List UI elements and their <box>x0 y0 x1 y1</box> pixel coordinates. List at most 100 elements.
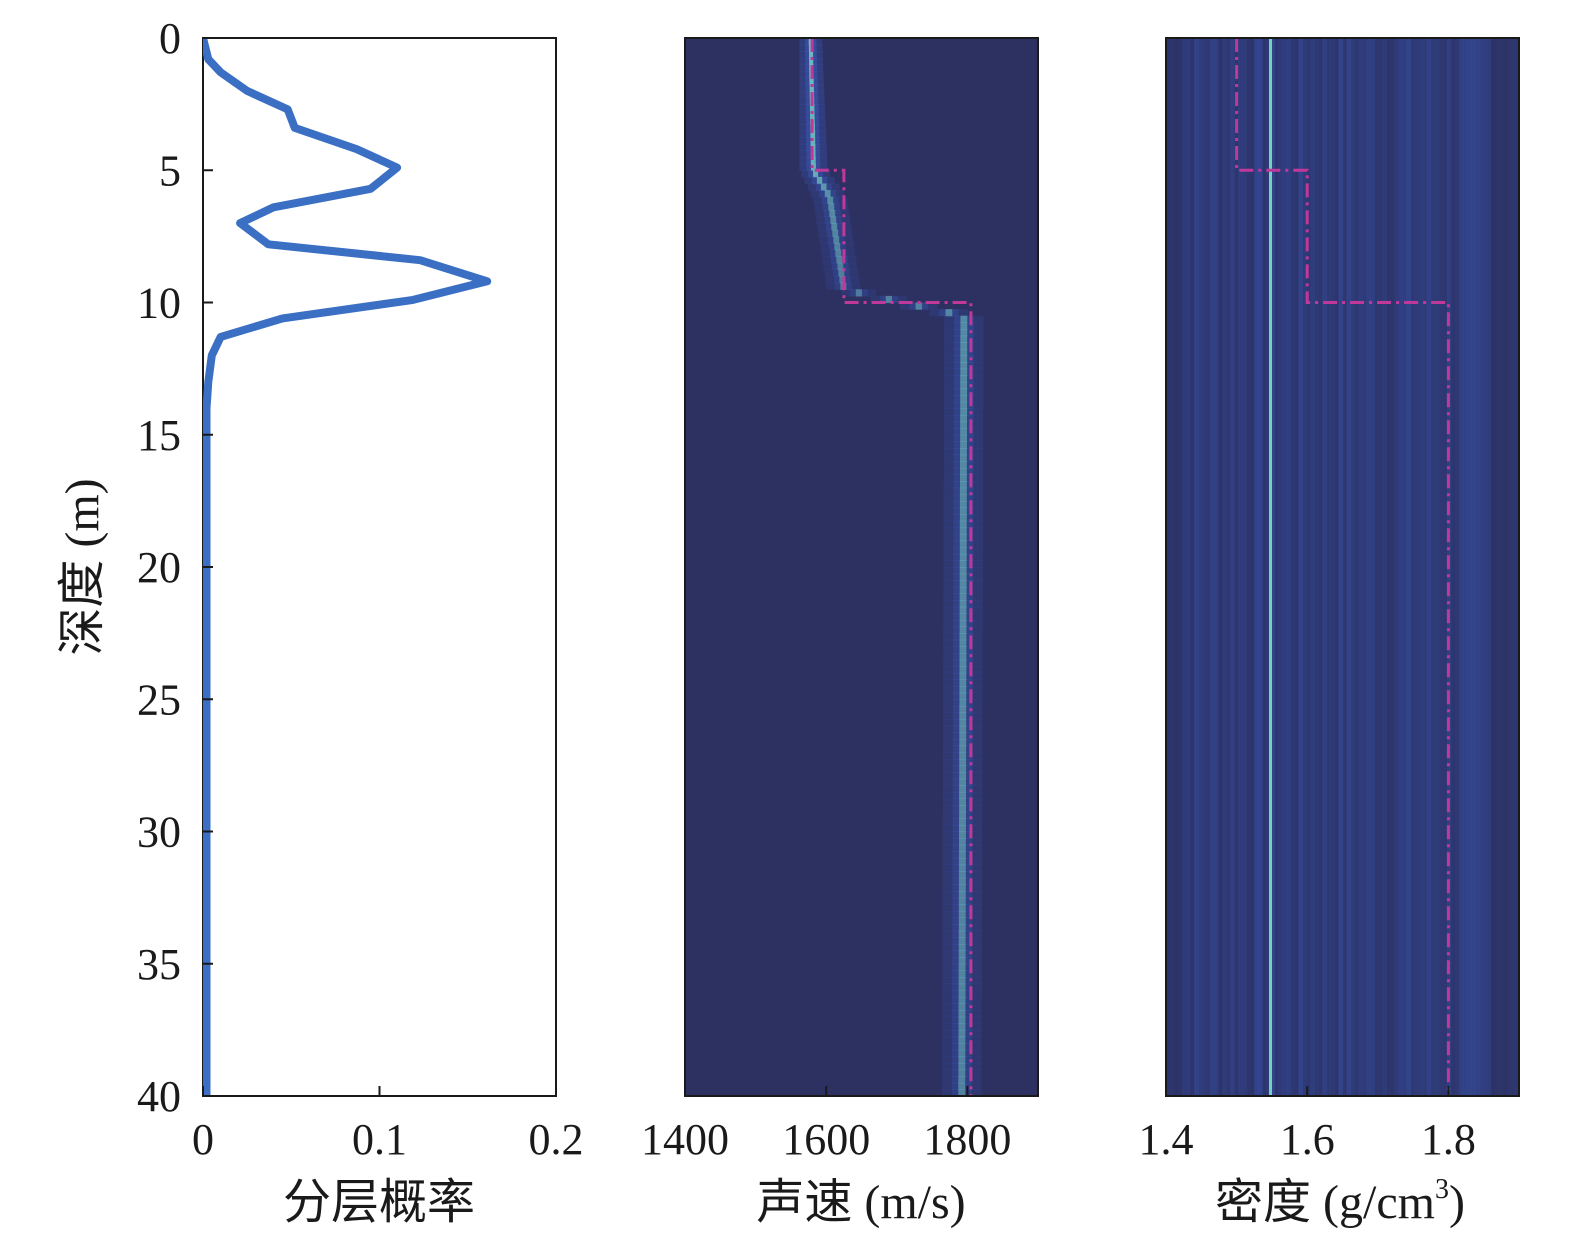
density-cell <box>832 229 839 237</box>
density-cell <box>822 256 857 264</box>
density-cell <box>942 1003 982 1011</box>
sound-speed-panel: 1400 1600 1800 声速 (m/s) <box>641 37 1039 1229</box>
density-cell <box>952 765 973 773</box>
density-cell <box>952 798 973 806</box>
density-cell <box>959 765 967 773</box>
density-cell <box>826 229 844 237</box>
density-cell <box>952 1003 972 1011</box>
y-tick-label: 20 <box>137 543 181 592</box>
x-tick-label: 1.8 <box>1421 1115 1476 1164</box>
density-stripe <box>1406 38 1412 1096</box>
density-cell <box>958 1049 966 1057</box>
density-cell <box>942 1029 982 1038</box>
density-cell <box>944 329 984 337</box>
density-cell <box>960 467 967 475</box>
density-cell <box>942 897 982 905</box>
density-cell <box>942 1062 982 1071</box>
density-cell <box>885 295 892 304</box>
density-cell <box>958 930 966 938</box>
density-cell <box>943 381 984 390</box>
density-cell <box>855 289 862 297</box>
density-cell <box>819 190 836 198</box>
density-cell <box>953 500 974 509</box>
density-cell <box>952 983 972 991</box>
y-tick-label: 10 <box>137 279 181 328</box>
density-stripe <box>1394 38 1399 1096</box>
density-cell <box>952 864 973 872</box>
density-cell <box>952 725 973 733</box>
density-stripe <box>1246 38 1251 1096</box>
density-cell <box>952 719 973 727</box>
density-cell <box>821 249 856 257</box>
density-cell <box>943 613 983 621</box>
density-cell <box>952 1016 972 1024</box>
density-cell <box>943 375 984 383</box>
sound-speed-axis-title: 声速 (m/s) <box>756 1176 965 1229</box>
density-stripe <box>1210 38 1215 1096</box>
density-cell <box>959 514 967 522</box>
probability-plot-area <box>203 38 492 1096</box>
density-cell <box>959 639 967 647</box>
density-cell <box>942 917 982 925</box>
density-cell <box>837 262 844 270</box>
density-cell <box>953 540 974 548</box>
y-tick-label: 5 <box>159 146 181 195</box>
density-cell <box>953 335 974 343</box>
density-cell <box>827 236 845 244</box>
density-cell <box>960 362 968 370</box>
density-cell <box>942 791 983 799</box>
density-cell <box>824 190 831 198</box>
density-cell <box>960 329 968 337</box>
density-cell <box>943 639 983 647</box>
density-cell <box>958 1029 966 1038</box>
x-tick-label: 1400 <box>641 1115 729 1164</box>
density-cell <box>835 249 842 257</box>
density-cell <box>960 315 968 323</box>
density-heatmap-stripes <box>1166 38 1519 1096</box>
density-stripe <box>1511 38 1516 1096</box>
density-cell <box>952 930 973 938</box>
density-cell <box>958 1003 966 1011</box>
density-stripe <box>1386 38 1391 1096</box>
density-cell <box>943 573 983 581</box>
density-cell <box>943 633 983 641</box>
density-cell <box>958 1062 966 1071</box>
density-cell <box>959 719 967 727</box>
density-stripe <box>1466 38 1472 1096</box>
density-stripe <box>1294 38 1299 1096</box>
density-cell <box>942 858 983 866</box>
density-cell <box>953 659 973 667</box>
density-cell <box>942 943 982 952</box>
density-cell <box>959 633 967 641</box>
density-stripe <box>1254 38 1259 1096</box>
density-cell <box>960 381 968 390</box>
density-stripe <box>1314 38 1319 1096</box>
density-axis-title: 密度 (g/cm3) <box>1215 1174 1465 1229</box>
density-stripe <box>1298 38 1303 1096</box>
density-stripe <box>1382 38 1387 1096</box>
density-cell <box>942 904 982 912</box>
density-cell <box>809 104 815 112</box>
density-cell <box>952 712 973 720</box>
density-cell <box>830 256 848 264</box>
density-cell <box>809 77 814 85</box>
density-cell <box>943 421 984 429</box>
density-cell <box>825 223 843 231</box>
density-cell <box>943 567 983 575</box>
density-cell <box>942 990 982 998</box>
probability-panel: 0 5 10 15 20 25 30 35 40 0 0.1 0.2 分层概率 深度 (m) <box>56 14 584 1229</box>
density-cell <box>959 653 967 661</box>
density-heatmap <box>1166 38 1519 1096</box>
density-cell <box>831 223 838 231</box>
density-cell <box>952 1049 972 1057</box>
density-cell <box>819 236 854 244</box>
density-cell <box>943 368 984 376</box>
density-cell <box>959 560 967 568</box>
sound-speed-plot-frame <box>684 37 1039 1097</box>
density-cell <box>816 216 851 224</box>
density-axis-title-superscript: 3 <box>1435 1174 1449 1205</box>
density-cell <box>952 745 973 753</box>
density-cell <box>953 408 974 416</box>
density-cell <box>953 414 974 423</box>
